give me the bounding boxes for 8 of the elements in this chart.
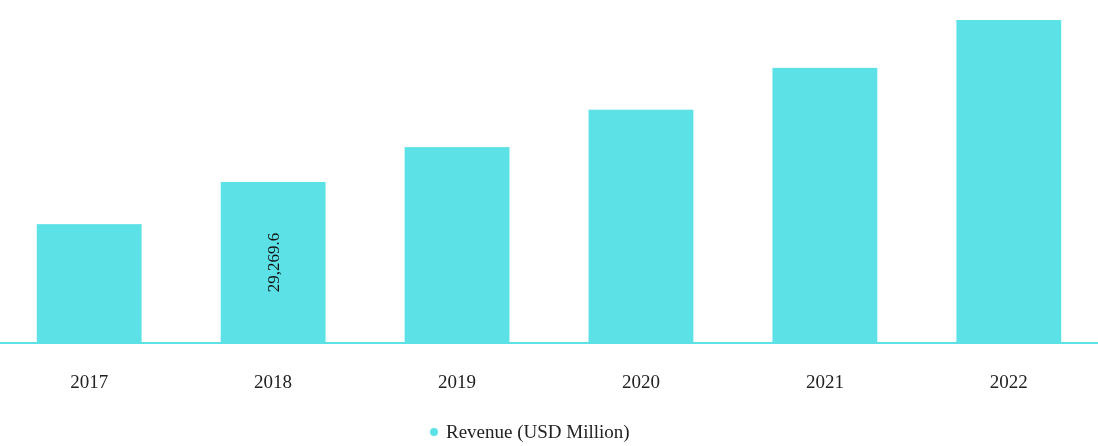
x-tick-label: 2021 — [805, 371, 844, 392]
data-label: 29,269.6 — [263, 232, 283, 293]
legend-label: Revenue (USD Million) — [446, 421, 630, 443]
x-tick-label: 2018 — [254, 371, 293, 392]
x-tick-label: 2022 — [989, 371, 1028, 392]
x-tick-label: 2017 — [70, 371, 109, 392]
x-tick-label: 2020 — [621, 371, 660, 392]
x-tick-label: 2019 — [438, 371, 477, 392]
